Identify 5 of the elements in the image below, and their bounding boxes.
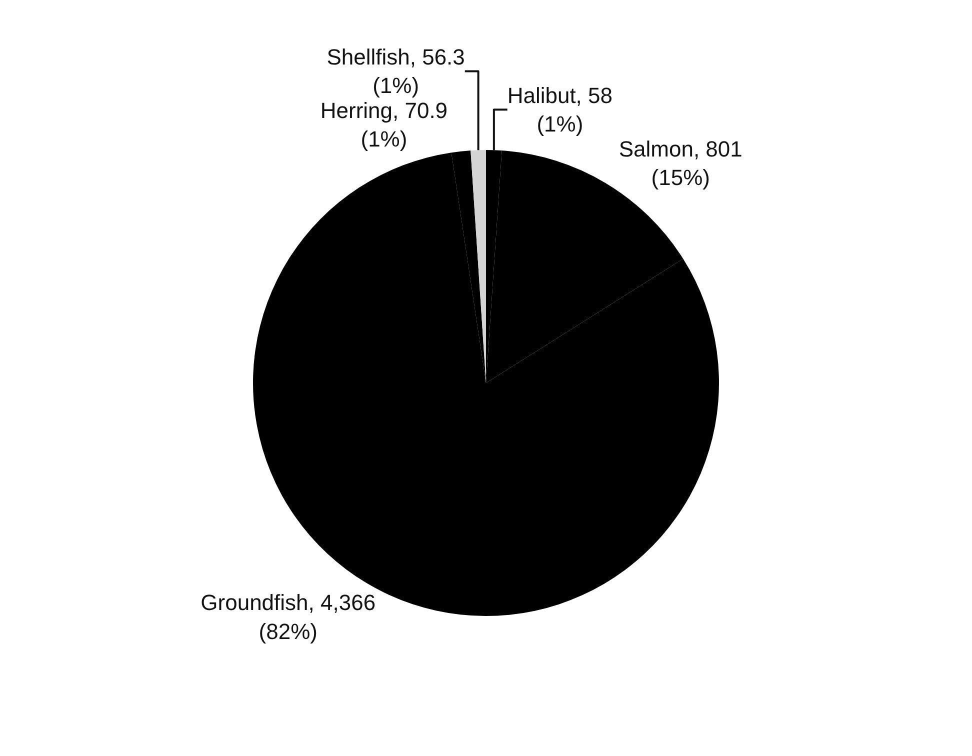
slice-label: Groundfish, 4,366 (82%) xyxy=(200,590,376,644)
slice-label: Shellfish, 56.3 (1%) xyxy=(326,44,465,98)
slice-label: Salmon, 801 (15%) xyxy=(618,136,742,190)
slice-label: Halibut, 58 (1%) xyxy=(507,82,613,136)
slice-label: Herring, 70.9 (1%) xyxy=(320,98,448,152)
